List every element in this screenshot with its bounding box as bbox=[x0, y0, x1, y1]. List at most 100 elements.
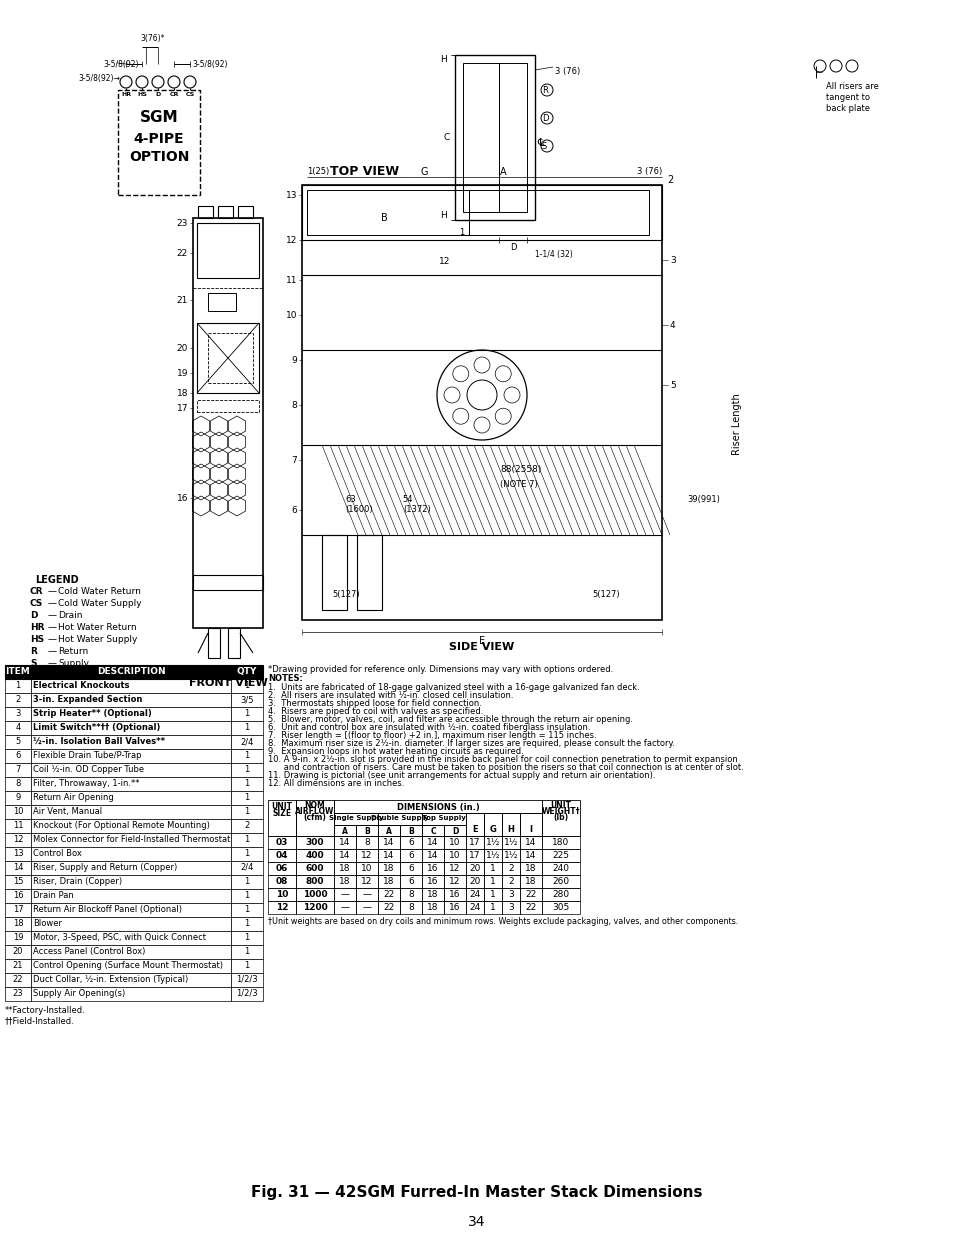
Text: 18: 18 bbox=[525, 864, 537, 873]
Text: 21: 21 bbox=[176, 295, 188, 305]
Text: 17: 17 bbox=[469, 839, 480, 847]
Text: 10: 10 bbox=[449, 839, 460, 847]
Bar bbox=[30, 748, 231, 763]
Bar bbox=[30, 973, 231, 987]
Text: 800: 800 bbox=[305, 877, 324, 885]
Bar bbox=[5, 748, 30, 763]
Text: B: B bbox=[408, 827, 414, 836]
Bar bbox=[483, 848, 501, 862]
Bar bbox=[541, 862, 579, 876]
Text: 1/2/3: 1/2/3 bbox=[236, 974, 257, 984]
Text: 1: 1 bbox=[244, 848, 250, 858]
Text: SGM: SGM bbox=[139, 110, 178, 125]
Bar bbox=[198, 206, 213, 219]
Text: H: H bbox=[439, 56, 447, 64]
Text: —: — bbox=[48, 635, 57, 643]
Text: Hot Water Supply: Hot Water Supply bbox=[58, 635, 137, 643]
Text: NOTES:: NOTES: bbox=[268, 674, 302, 683]
Text: 14: 14 bbox=[525, 839, 537, 847]
Bar bbox=[483, 836, 501, 848]
Text: 17: 17 bbox=[176, 404, 188, 412]
Text: Air Vent, Manual: Air Vent, Manual bbox=[33, 806, 102, 816]
Text: 1: 1 bbox=[244, 905, 250, 914]
Text: Duct Collar, ½-in. Extension (Typical): Duct Collar, ½-in. Extension (Typical) bbox=[33, 974, 188, 984]
Bar bbox=[465, 876, 483, 888]
Bar bbox=[541, 876, 579, 888]
Bar bbox=[228, 629, 240, 658]
Text: 23: 23 bbox=[176, 219, 188, 227]
Text: AIRFLOW: AIRFLOW bbox=[295, 806, 335, 816]
Text: 7.  Riser length = [(floor to floor) +2 in.], maximum riser length = 115 inches.: 7. Riser length = [(floor to floor) +2 i… bbox=[268, 731, 596, 740]
Text: Supply: Supply bbox=[58, 659, 89, 668]
Text: 2/4: 2/4 bbox=[240, 863, 253, 872]
Bar bbox=[377, 848, 399, 862]
Text: G: G bbox=[489, 825, 496, 834]
Text: 12: 12 bbox=[449, 877, 460, 885]
Text: B: B bbox=[364, 827, 370, 836]
Bar bbox=[443, 876, 465, 888]
Text: 14: 14 bbox=[383, 839, 395, 847]
Bar bbox=[377, 825, 399, 836]
Text: 2/4: 2/4 bbox=[240, 737, 253, 746]
Text: 7: 7 bbox=[15, 764, 21, 774]
Text: 12: 12 bbox=[361, 877, 373, 885]
Bar bbox=[218, 206, 233, 219]
Bar bbox=[237, 206, 253, 219]
Text: 12: 12 bbox=[12, 835, 23, 844]
Text: 1: 1 bbox=[244, 890, 250, 900]
Text: —: — bbox=[48, 599, 57, 608]
Text: 14: 14 bbox=[383, 851, 395, 860]
Text: —: — bbox=[48, 659, 57, 668]
Text: 13: 13 bbox=[285, 190, 296, 200]
Bar bbox=[501, 813, 519, 836]
Text: 16: 16 bbox=[427, 877, 438, 885]
Text: Drain: Drain bbox=[58, 611, 82, 620]
Text: 20: 20 bbox=[469, 877, 480, 885]
Text: 6: 6 bbox=[408, 877, 414, 885]
Text: 1½: 1½ bbox=[503, 851, 517, 860]
Text: 5.  Blower, motor, valves, coil, and filter are accessible through the return ai: 5. Blower, motor, valves, coil, and filt… bbox=[268, 715, 633, 724]
Text: Return Air Opening: Return Air Opening bbox=[33, 793, 113, 802]
Bar bbox=[465, 813, 483, 836]
Text: 5: 5 bbox=[669, 380, 675, 389]
Text: 3: 3 bbox=[508, 903, 514, 911]
Text: 6: 6 bbox=[408, 851, 414, 860]
Bar bbox=[231, 832, 263, 847]
Text: tangent to: tangent to bbox=[825, 93, 869, 103]
Bar bbox=[5, 679, 30, 693]
Bar bbox=[421, 848, 443, 862]
Bar bbox=[231, 889, 263, 903]
Text: Riser, Supply and Return (Copper): Riser, Supply and Return (Copper) bbox=[33, 863, 177, 872]
Text: E: E bbox=[478, 636, 484, 646]
Text: —: — bbox=[48, 647, 57, 656]
Bar bbox=[5, 777, 30, 790]
Text: 39(991): 39(991) bbox=[686, 495, 720, 504]
Bar bbox=[231, 931, 263, 945]
Bar bbox=[334, 800, 541, 813]
Text: 1: 1 bbox=[244, 722, 250, 732]
Bar bbox=[307, 190, 469, 235]
Text: Double Supply: Double Supply bbox=[371, 815, 429, 821]
Text: 8: 8 bbox=[364, 839, 370, 847]
Text: 19: 19 bbox=[12, 932, 23, 942]
Text: 1: 1 bbox=[458, 228, 464, 237]
Text: H: H bbox=[439, 211, 447, 220]
Bar bbox=[5, 664, 30, 679]
Text: B: B bbox=[381, 212, 388, 224]
Bar bbox=[421, 862, 443, 876]
Bar bbox=[5, 721, 30, 735]
Text: 4-PIPE: 4-PIPE bbox=[133, 132, 184, 146]
Text: 240: 240 bbox=[552, 864, 569, 873]
Text: CR: CR bbox=[169, 91, 178, 98]
Bar bbox=[377, 813, 421, 825]
Text: 10: 10 bbox=[285, 310, 296, 320]
Text: 6: 6 bbox=[15, 751, 21, 760]
Bar bbox=[268, 876, 295, 888]
Bar bbox=[465, 862, 483, 876]
Text: 1: 1 bbox=[244, 877, 250, 885]
Bar bbox=[501, 848, 519, 862]
Text: 1: 1 bbox=[490, 903, 496, 911]
Text: 14: 14 bbox=[339, 839, 351, 847]
Bar bbox=[231, 847, 263, 861]
Bar bbox=[231, 876, 263, 889]
